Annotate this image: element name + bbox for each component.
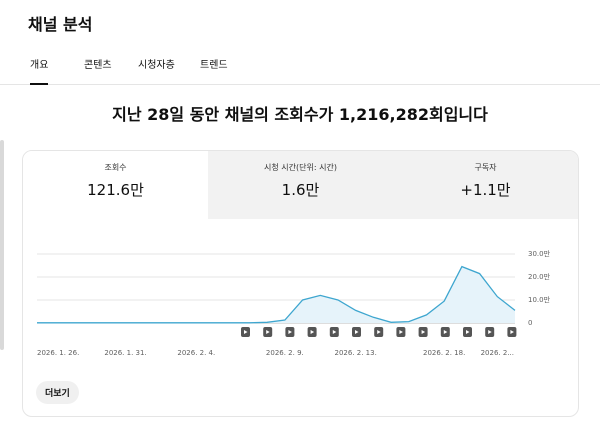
metric-label: 시청 시간(단위: 시간): [264, 163, 337, 172]
metric-label: 구독자: [474, 163, 497, 172]
page-title: 채널 분석: [28, 15, 93, 34]
more-button[interactable]: 더보기: [36, 381, 79, 404]
metric-label: 조회수: [104, 163, 127, 172]
metric-value: +1.1만: [460, 181, 511, 199]
metric-tab[interactable]: 구독자 +1.1만: [393, 151, 578, 219]
tab-bar: 개요 콘텐츠 시청자층 트렌드: [0, 52, 600, 85]
tab[interactable]: 트렌드: [200, 60, 228, 71]
metric-tab[interactable]: 조회수 121.6만: [23, 151, 208, 219]
tab[interactable]: 콘텐츠: [84, 60, 112, 71]
headline: 지난 28일 동안 채널의 조회수가 1,216,282회입니다: [112, 105, 488, 124]
metric-value: 121.6만: [87, 181, 144, 199]
metric-tab[interactable]: 시청 시간(단위: 시간) 1.6만: [208, 151, 393, 219]
chart-card: 조회수 121.6만 시청 시간(단위: 시간) 1.6만 구독자 +1.1만: [22, 150, 579, 417]
scrollbar[interactable]: [0, 140, 4, 350]
metric-value: 1.6만: [281, 181, 320, 199]
tab[interactable]: 개요: [30, 56, 49, 85]
tab[interactable]: 시청자층: [138, 60, 175, 71]
